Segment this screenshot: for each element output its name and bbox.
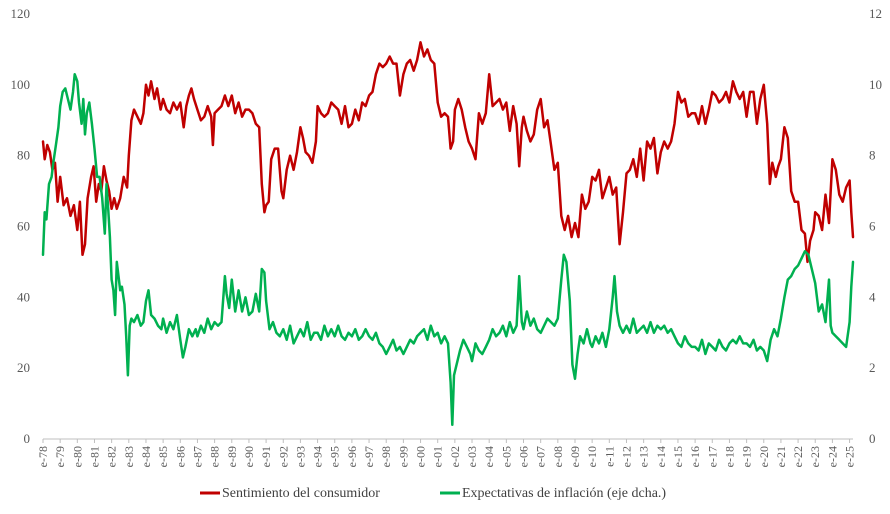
x-tick-label: e-14 (654, 446, 668, 467)
x-tick-label: e-98 (379, 446, 393, 467)
x-tick-label: e-89 (225, 446, 239, 467)
x-tick-label: e-19 (740, 446, 754, 467)
x-tick-label: e-95 (328, 446, 342, 467)
x-tick-label: e-05 (499, 446, 513, 467)
x-tick-label: e-12 (619, 446, 633, 467)
y-right-tick-label: 4 (869, 289, 876, 304)
y-right-tick-label: 12 (869, 6, 882, 21)
series-line-expectativas (41, 72, 855, 427)
x-tick-label: e-87 (190, 446, 204, 467)
x-tick-label: e-85 (156, 446, 170, 467)
x-tick-label: e-04 (482, 446, 496, 467)
y-left-tick-label: 100 (11, 77, 31, 92)
y-right-tick-label: 6 (869, 219, 876, 234)
x-tick-label: e-82 (105, 446, 119, 467)
legend-label-expectativas: Expectativas de inflación (eje dcha.) (462, 486, 666, 501)
x-tick-label: e-97 (362, 446, 376, 467)
x-tick-label: e-22 (791, 446, 805, 467)
x-tick-label: e-13 (637, 446, 651, 467)
x-axis: e-78 e-79 e-80 e-81 e-82 e-83 e-84 e-85 e-86 e-87… (36, 439, 857, 467)
x-tick-label: e-90 (242, 446, 256, 467)
y-right-tick-label: 2 (869, 360, 876, 375)
x-tick-label: e-06 (517, 446, 531, 467)
x-tick-label: e-78 (36, 446, 50, 467)
x-tick-label: e-08 (551, 446, 565, 467)
x-tick-label: e-15 (671, 446, 685, 467)
x-tick-label: e-16 (688, 446, 702, 467)
x-tick-label: e-84 (139, 446, 153, 467)
x-tick-label: e-23 (808, 446, 822, 467)
x-tick-label: e-00 (414, 446, 428, 467)
x-tick-label: e-09 (568, 446, 582, 467)
y-left-tick-label: 60 (17, 219, 30, 234)
legend-label-sentimiento: Sentimiento del consumidor (222, 486, 380, 501)
x-tick-label: e-93 (293, 446, 307, 467)
x-tick-label: e-94 (311, 446, 325, 467)
x-tick-label: e-01 (431, 446, 445, 467)
x-tick-label: e-96 (345, 446, 359, 467)
x-tick-label: e-03 (465, 446, 479, 467)
x-tick-label: e-10 (585, 446, 599, 467)
y-right-tick-label: 8 (869, 148, 876, 163)
y-left-tick-label: 0 (24, 431, 31, 446)
x-tick-label: e-02 (448, 446, 462, 467)
y-axis-right: 0 2 4 6 8 10 12 (869, 6, 882, 446)
x-tick-label: e-86 (173, 446, 187, 467)
y-right-tick-label: 0 (869, 431, 876, 446)
x-tick-label: e-91 (259, 446, 273, 467)
y-left-tick-label: 80 (17, 148, 30, 163)
x-tick-label: e-80 (70, 446, 84, 467)
x-tick-label: e-11 (602, 446, 616, 467)
legend: Sentimiento del consumidor Expectativas … (200, 486, 666, 501)
x-tick-label: e-25 (843, 446, 857, 467)
x-tick-label: e-21 (774, 446, 788, 467)
x-tick-label: e-18 (722, 446, 736, 467)
x-tick-label: e-92 (276, 446, 290, 467)
x-tick-label: e-81 (87, 446, 101, 467)
x-tick-label: e-24 (825, 446, 839, 467)
x-tick-label: e-20 (757, 446, 771, 467)
x-tick-label: e-17 (705, 446, 719, 467)
y-right-tick-label: 10 (869, 77, 882, 92)
x-tick-label: e-07 (534, 446, 548, 467)
series-line-sentimiento (41, 41, 855, 264)
x-tick-label: e-88 (208, 446, 222, 467)
y-left-tick-label: 120 (11, 6, 31, 21)
series-lines (41, 41, 855, 427)
y-axis-left: 0 20 40 60 80 100 120 (11, 6, 31, 446)
y-left-tick-label: 20 (17, 360, 30, 375)
y-left-tick-label: 40 (17, 289, 30, 304)
x-tick-label: e-83 (122, 446, 136, 467)
x-tick-label: e-79 (53, 446, 67, 467)
x-tick-label: e-99 (396, 446, 410, 467)
